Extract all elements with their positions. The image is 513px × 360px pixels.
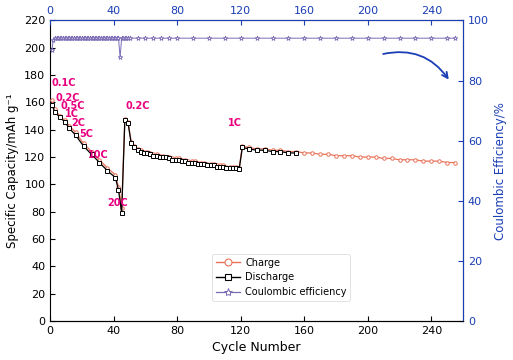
Text: 5C: 5C (79, 129, 93, 139)
Text: 0.5C: 0.5C (61, 101, 85, 111)
Text: 10C: 10C (88, 150, 108, 161)
X-axis label: Cycle Number: Cycle Number (212, 341, 301, 355)
Text: 20C: 20C (107, 198, 128, 208)
Y-axis label: Coulombic Efficiency/%: Coulombic Efficiency/% (495, 102, 507, 240)
Text: 1C: 1C (228, 118, 242, 128)
Text: 2C: 2C (71, 118, 85, 128)
Text: 0.1C: 0.1C (52, 78, 76, 88)
Text: 0.2C: 0.2C (56, 93, 80, 103)
Text: 1C: 1C (65, 109, 80, 120)
Legend: Charge, Discharge, Coulombic efficiency: Charge, Discharge, Coulombic efficiency (212, 254, 350, 301)
Text: 0.2C: 0.2C (126, 101, 150, 111)
Y-axis label: Specific Capacity/mAh g⁻¹: Specific Capacity/mAh g⁻¹ (6, 93, 18, 248)
